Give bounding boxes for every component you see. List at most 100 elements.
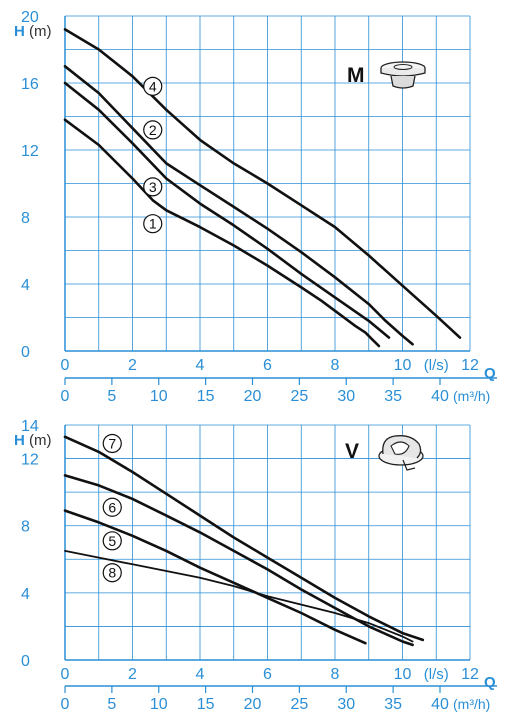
x-tick-label-m3h: 0 [61,696,70,713]
curve-badge-circle [102,531,122,551]
series-line-7 [63,435,425,642]
x-tick-label-ls: 6 [263,357,272,374]
curve-badge-label: 5 [108,533,116,549]
y-tick-label: 0 [21,344,30,361]
x-tick-label-ls: 4 [196,666,205,683]
curve-badge-label: 6 [108,499,116,515]
series-line-5 [63,509,367,645]
y-tick-label: 8 [21,210,30,227]
curve-badge-circle [102,497,122,517]
x-tick-label-m3h: 25 [290,696,308,713]
curve-badge-8: 8 [102,563,122,583]
x-tick-label-m3h: 35 [384,388,402,405]
series-line-2 [63,65,414,346]
x-tick-label-ls: 0 [61,666,70,683]
x-tick-label-ls: 12 [461,357,479,374]
x-tick-label-ls: 2 [128,357,137,374]
x-tick-label-ls: 8 [331,357,340,374]
impeller-m-icon [380,61,426,89]
curve-badge-circle [102,563,122,583]
x-tick-label-m3h: 20 [244,696,262,713]
y-tick-label: 0 [21,653,30,670]
x-axis-symbol: Q [484,674,496,691]
y-tick-label: 4 [21,277,30,294]
curve-badge-label: 1 [149,216,157,232]
curve-badge-circle [143,120,163,140]
x-tick-label-m3h: 0 [61,388,70,405]
curve-badge-label: 2 [149,122,157,138]
x-tick-label-ls: 8 [331,666,340,683]
curve-badge-4: 4 [143,76,163,96]
x-tick-label-ls: 12 [461,666,479,683]
x-tick-label-m3h: 30 [337,388,355,405]
curve-badge-label: 4 [149,78,157,94]
x-tick-label-ls: 4 [196,357,205,374]
y-axis-symbol: H [14,432,25,449]
curve-badge-2: 2 [143,120,163,140]
x-tick-label-m3h: 30 [337,696,355,713]
series-line-3 [63,81,391,339]
series-badge-letter: V [345,440,359,463]
x-unit-ls: (l/s) [424,666,449,683]
y-tick-label: 12 [21,143,39,160]
x-tick-label-m3h: 40 [431,388,449,405]
curve-badge-circle [143,177,163,197]
impeller-outlet [402,459,416,471]
x-tick-label-m3h: 15 [197,696,215,713]
impeller-vane [390,441,410,455]
curve-badge-label: 3 [149,179,157,195]
x-tick-label-m3h: 25 [290,388,308,405]
series-curves [63,28,462,348]
curve-badge-label: 8 [108,565,116,581]
y-axis-label: H (m) [14,23,52,40]
curve-badge-3: 3 [143,177,163,197]
x-tick-label-ls: 10 [394,357,412,374]
x-tick-label-m3h: 10 [150,696,168,713]
y-axis-label: H (m) [14,432,52,449]
x-tick-label-ls: 2 [128,666,137,683]
x-tick-label-m3h: 5 [107,696,116,713]
series-line-1 [63,118,381,348]
y-axis-unit: (m) [25,23,52,40]
chart-panel-v: 0 4 8 12 14H (m) 0 2 4 6 8 10 12 (l/s) Q 0 5 10 15 20 25 30 3… [14,418,497,713]
y-tick-label: 20 [21,9,39,26]
curve-badge-label: 7 [108,435,116,451]
x-tick-label-m3h: 10 [150,388,168,405]
x-tick-label-m3h: 15 [197,388,215,405]
impeller-hub [390,75,416,89]
x-unit-m3h: (m³/h) [453,388,490,404]
y-axis-symbol: H [14,23,25,40]
curve-badge-5: 5 [102,531,122,551]
series-line-6 [63,474,414,647]
curve-badge-6: 6 [102,497,122,517]
curve-badge-circle [102,433,122,454]
x-axis-symbol: Q [484,365,496,382]
impeller-eye [393,64,413,70]
x-tick-label-m3h: 40 [431,696,449,713]
series-line-4 [63,28,462,339]
series-line-8 [64,550,414,643]
curve-badge-circle [143,76,163,96]
series-badge-letter: M [347,64,365,87]
y-tick-label: 12 [21,452,39,469]
y-tick-label: 4 [21,586,30,603]
x-tick-label-ls: 10 [394,666,412,683]
x-tick-label-m3h: 20 [244,388,262,405]
curve-badge-1: 1 [143,214,163,234]
x-tick-label-ls: 0 [61,357,70,374]
impeller-v-icon [378,435,424,471]
x-tick-label-m3h: 35 [384,696,402,713]
y-axis-unit: (m) [25,432,52,449]
curve-badge-circle [143,214,163,234]
y-tick-label: 8 [21,519,30,536]
y-tick-label: 14 [21,418,39,435]
series-curves [63,435,425,647]
y-tick-label: 16 [21,76,39,93]
x-tick-label-m3h: 5 [107,388,116,405]
curve-badge-7: 7 [102,433,122,454]
x-unit-m3h: (m³/h) [453,696,490,712]
grid [64,424,471,661]
